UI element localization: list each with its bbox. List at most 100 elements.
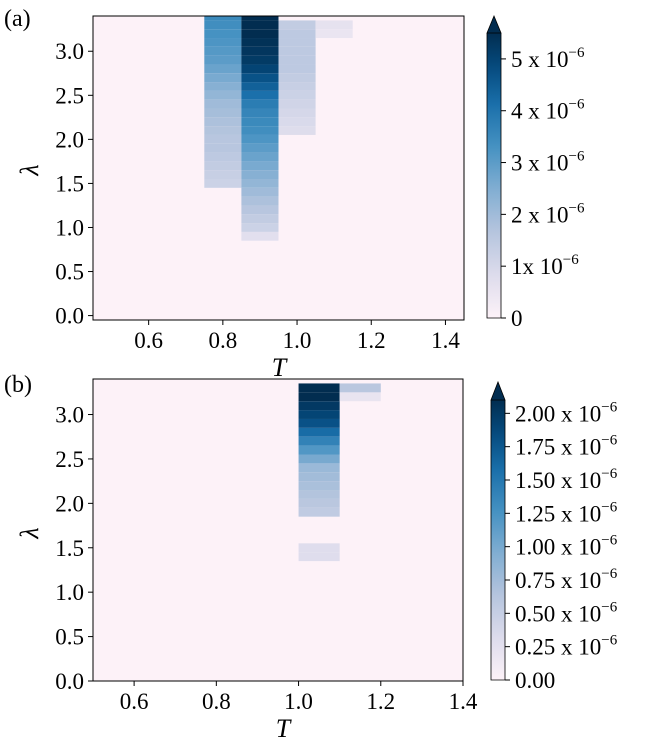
colorbar-tick-label: 1.25 x 10−6 [515, 499, 618, 526]
colorbar-tick-label: 1.75 x 10−6 [515, 433, 618, 460]
heatmap-cell [204, 170, 242, 180]
x-tick-label: 1.4 [431, 328, 460, 353]
y-tick-label: 2.5 [55, 83, 84, 108]
colorbar-tick-label: 1x 10−6 [511, 252, 579, 279]
heatmap-cell [204, 108, 242, 118]
heatmap-cell [241, 117, 279, 127]
heatmap-cell [204, 152, 242, 162]
heatmap-cell [298, 472, 340, 482]
heatmap-cell [204, 126, 242, 135]
heatmap-cell [278, 46, 316, 56]
x-axis-label-b: T [276, 714, 292, 743]
heatmap-cell [241, 90, 279, 100]
panel-label-b: (b) [4, 372, 32, 398]
heatmap-cell [204, 64, 242, 74]
y-tick-label: 0.5 [55, 260, 84, 285]
heatmap-cell [241, 82, 279, 91]
heatmap-cell [241, 64, 279, 74]
heatmap-cell [298, 383, 340, 393]
y-tick-label: 1.5 [55, 536, 84, 561]
x-ticks-b: 0.6 0.8 1.0 1.2 1.4 [120, 681, 478, 714]
colorbar-tick-label: 0.50 x 10−6 [515, 599, 618, 626]
heatmap-cell [278, 82, 316, 91]
heatmap-cell [204, 179, 242, 188]
y-tick-label: 0.0 [55, 304, 84, 329]
colorbar-tick-label: 2.00 x 10−6 [515, 399, 618, 426]
colorbar-tick-label: 3 x 10−6 [511, 149, 585, 176]
panel-b: (b) 0.6 0.8 1.0 1.2 1.4 0.0 0.5 1.0 1.5 2.0 2.5 3.… [4, 372, 618, 743]
heatmap-cell [278, 64, 316, 74]
colorbar-tick-label: 0.75 x 10−6 [515, 566, 618, 593]
y-tick-label: 1.5 [55, 171, 84, 196]
heatmap-cell [241, 126, 279, 135]
heatmap-cell [298, 552, 340, 562]
x-tick-label: 0.6 [120, 689, 149, 714]
heatmap-cell [241, 205, 279, 215]
heatmap-cell [278, 29, 316, 39]
colorbar-frame [486, 33, 502, 319]
y-tick-label: 1.0 [55, 215, 84, 240]
heatmap-cell [241, 231, 279, 241]
heatmap-cell [315, 20, 353, 30]
heatmap-cell [241, 38, 279, 47]
x-axis-label-a: T [272, 353, 288, 382]
heatmap-cell [241, 223, 279, 232]
colorbar-tick-label: 0.25 x 10−6 [515, 633, 618, 660]
heatmap-cell [278, 90, 316, 100]
heatmap-cell [204, 134, 242, 144]
colorbar-extend-arrow [490, 380, 506, 401]
heatmap-cell [241, 152, 279, 162]
heatmap-cell [298, 401, 340, 411]
colorbar-tick-label: 2 x 10−6 [511, 200, 585, 227]
colorbar-tick-label: 5 x 10−6 [511, 45, 585, 72]
heatmap-cell [204, 20, 242, 30]
heatmap-cell [298, 490, 340, 499]
heatmap-cell [204, 143, 242, 153]
heatmap-cell [298, 543, 340, 553]
x-tick-label: 0.8 [202, 689, 231, 714]
x-tick-label: 1.0 [283, 328, 312, 353]
heatmap-cell [278, 55, 316, 65]
heatmap-cell [298, 436, 340, 446]
heatmap-cell [241, 108, 279, 118]
x-tick-label: 1.4 [449, 689, 478, 714]
heatmap-cell [204, 90, 242, 100]
heatmap-cell [298, 410, 340, 419]
y-axis-label-b: λ [15, 527, 44, 539]
heatmap-cell [278, 117, 316, 127]
heatmap-cell [241, 99, 279, 109]
plot-frame-a [92, 15, 465, 321]
colorbar-gradient [487, 33, 501, 318]
heatmap-cell [241, 16, 279, 21]
heatmap-cells-b [298, 383, 381, 562]
y-tick-label: 2.5 [55, 447, 84, 472]
heatmap-cell [241, 214, 279, 224]
heatmap-cell [204, 29, 242, 39]
y-ticks-b: 0.0 0.5 1.0 1.5 2.0 2.5 3.0 [55, 403, 93, 694]
panel-a: (a) 0.6 0.8 1.0 1.2 1.4 0.0 0.5 1.0 1.5 2.0 2.5 3.… [4, 6, 585, 382]
colorbar-a: 0 1x 10−6 2 x 10−6 3 x 10−6 4 x 10−6 5 x 10−6 [486, 14, 585, 331]
heatmap-cell [241, 134, 279, 144]
heatmap-cell [278, 73, 316, 83]
heatmap-cell [339, 392, 381, 402]
y-axis-label-a: λ [15, 164, 44, 176]
colorbar-frame [490, 400, 506, 681]
heatmap-cell [298, 498, 340, 508]
y-tick-label: 2.0 [55, 491, 84, 516]
plot-area-b [93, 379, 463, 681]
heatmap-cell [241, 55, 279, 65]
heatmap-cell [241, 20, 279, 30]
heatmap-cell [204, 117, 242, 127]
heatmap-cell [278, 20, 316, 30]
heatmap-cell [298, 463, 340, 473]
heatmap-cell [298, 427, 340, 437]
heatmap-cell [204, 99, 242, 109]
heatmap-cell [241, 170, 279, 180]
x-tick-label: 0.6 [134, 328, 163, 353]
heatmap-cell [298, 392, 340, 402]
heatmap-cell [278, 126, 316, 135]
x-tick-label: 1.0 [284, 689, 313, 714]
heatmap-cell [204, 55, 242, 65]
y-tick-label: 3.0 [55, 403, 84, 428]
heatmap-cell [241, 73, 279, 83]
